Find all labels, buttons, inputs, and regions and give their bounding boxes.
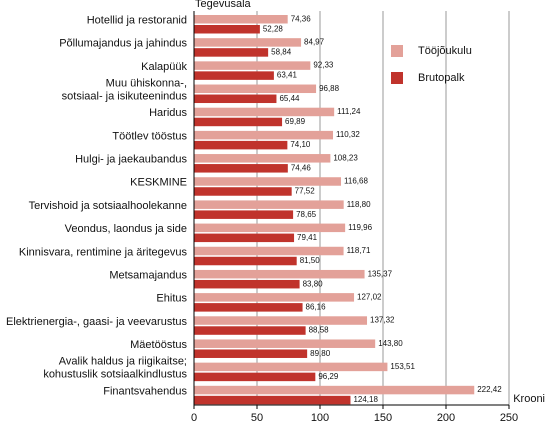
value-label: 153,51: [390, 362, 415, 371]
y-tick-label: Põllumajandus ja jahindus: [59, 38, 187, 50]
bar: [194, 303, 303, 312]
x-tick-label: 150: [374, 412, 392, 424]
y-tick-label: Kalapüük: [141, 61, 187, 73]
value-label: 58,84: [271, 48, 292, 57]
value-label: 77,52: [295, 187, 316, 196]
y-tick-label: Finantsvahendus: [103, 385, 187, 397]
value-label: 127,02: [357, 292, 382, 301]
bar: [194, 164, 288, 173]
value-label: 88,58: [309, 326, 330, 335]
x-tick-label: 50: [251, 412, 263, 424]
bar: [194, 223, 346, 233]
y-tick-label: Veondus, laondus ja side: [65, 223, 187, 235]
bar: [194, 246, 344, 256]
value-label: 63,41: [277, 71, 298, 80]
y-tick-label: Kinnisvara, rentimine ja äritegevus: [19, 246, 188, 258]
bar: [194, 279, 300, 289]
value-label: 143,80: [378, 339, 403, 348]
bar: [194, 233, 295, 243]
value-label: 118,80: [347, 200, 371, 209]
value-label: 92,33: [313, 61, 334, 70]
value-label: 118,71: [347, 246, 371, 255]
bar: [194, 269, 365, 279]
bar: [194, 256, 297, 266]
value-label: 69,89: [285, 117, 306, 126]
bar: [194, 38, 302, 47]
bar: [194, 84, 317, 94]
value-label: 96,29: [318, 372, 339, 381]
value-label: 124,18: [353, 395, 378, 404]
value-label: 83,80: [303, 279, 324, 288]
bar: [194, 94, 277, 104]
legend-swatch: [391, 45, 403, 57]
legend-label: Brutopalk: [418, 72, 465, 84]
value-label: 110,32: [336, 130, 360, 139]
bar: [194, 107, 335, 117]
y-tick-label: Tervishoid ja sotsiaalhoolekanne: [29, 200, 187, 212]
value-label: 116,68: [344, 177, 368, 186]
value-label: 78,65: [296, 210, 317, 219]
bar: [194, 339, 376, 348]
value-label: 135,37: [368, 269, 393, 278]
legend-swatch: [391, 72, 403, 84]
y-tick-label: KESKMINE: [130, 177, 187, 189]
bar: [194, 61, 311, 70]
y-tick-label: Töötlev tööstus: [112, 130, 187, 142]
value-label: 52,28: [263, 24, 284, 33]
bar: [194, 385, 475, 395]
x-tick-label: 250: [500, 412, 518, 424]
x-axis-title: Krooni: [513, 393, 545, 405]
x-tick-label: 0: [191, 412, 197, 424]
bar: [194, 326, 306, 335]
y-tick-label: Hulgi- ja jaekaubandus: [75, 154, 187, 166]
value-label: 108,23: [333, 153, 358, 162]
bar: [194, 187, 292, 196]
y-tick-label: Elektrienergia-, gaasi- ja veevarustus: [6, 316, 187, 328]
value-label: 119,96: [348, 223, 372, 232]
value-label: 137,32: [370, 316, 395, 325]
bar: [194, 15, 288, 24]
value-label: 74,36: [291, 14, 312, 23]
bar: [194, 293, 355, 302]
value-label: 84,97: [304, 38, 325, 47]
bar: [194, 200, 344, 209]
bar: [194, 316, 368, 325]
bar: [194, 210, 294, 219]
y-tick-label: Haridus: [149, 107, 187, 119]
y-tick-label: Muu ühiskonna-, sotsiaal- ja isikuteenind…: [62, 78, 188, 103]
value-label: 111,24: [337, 107, 361, 116]
bar: [194, 349, 308, 358]
value-label: 81,50: [300, 256, 321, 265]
y-tick-label: Metsamajandus: [109, 269, 187, 281]
value-label: 79,41: [297, 233, 318, 242]
bar: [194, 395, 351, 405]
y-tick-label: Mäetööstus: [130, 339, 187, 351]
legend-label: Tööjõukulu: [418, 45, 472, 57]
value-label: 74,10: [290, 140, 311, 149]
x-tick-label: 200: [437, 412, 455, 424]
value-label: 74,46: [291, 163, 312, 172]
bar: [194, 140, 288, 150]
y-axis-title: Tegevusala: [195, 0, 252, 10]
x-tick-label: 100: [311, 412, 329, 424]
y-tick-label: Avalik haldus ja riigikaitse; kohustuslik…: [43, 356, 187, 381]
value-label: 89,80: [310, 349, 331, 358]
value-label: 222,42: [477, 385, 502, 394]
bar: [194, 48, 269, 57]
bar: [194, 154, 331, 163]
y-tick-label: Ehitus: [156, 293, 187, 305]
bar: [194, 177, 342, 186]
bar: [194, 362, 388, 372]
bar: [194, 25, 260, 34]
bar: [194, 117, 283, 127]
bar: [194, 71, 274, 80]
bar: [194, 372, 316, 382]
bar: [194, 130, 334, 140]
y-tick-label: Hotellid ja restoranid: [87, 14, 187, 26]
value-label: 65,44: [279, 94, 300, 103]
value-label: 96,88: [319, 84, 340, 93]
value-label: 86,16: [306, 302, 327, 311]
